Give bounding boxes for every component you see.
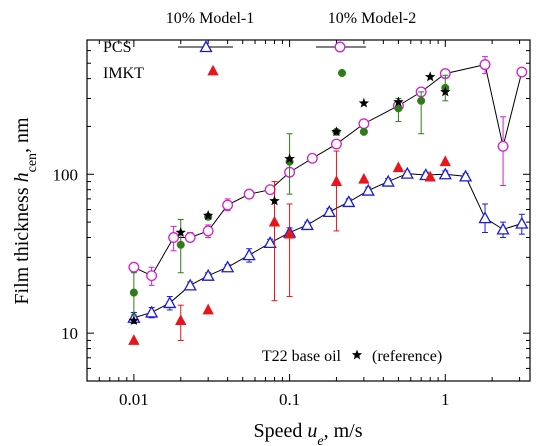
- reference-note-label: (reference): [372, 348, 442, 365]
- data-point: [202, 210, 214, 220]
- series-line: [133, 173, 522, 319]
- legend-marker-model1-imkt: [207, 64, 219, 76]
- data-point: [183, 278, 197, 291]
- legend-column-model1: 10% Model-1: [166, 10, 254, 27]
- data-point: [424, 71, 436, 82]
- data-point: [496, 222, 510, 235]
- axis-tick-labels: 0.01 0.1 1 10 100: [53, 165, 450, 409]
- data-point: [222, 199, 234, 211]
- data-point: [300, 218, 314, 231]
- data-point: [129, 288, 138, 297]
- data-point: [202, 225, 214, 237]
- data-point: [330, 175, 343, 186]
- series-line: [133, 64, 523, 277]
- data-point: [145, 305, 159, 318]
- data-point: [221, 260, 235, 273]
- legend-marker-model1-pcs: [199, 40, 213, 53]
- data-point: [263, 236, 277, 249]
- data-point: [242, 248, 256, 261]
- legend-column-model2: 10% Model-2: [328, 10, 416, 27]
- data-point: [358, 118, 370, 130]
- data-point: [439, 155, 451, 167]
- data-point: [478, 211, 492, 224]
- legend-row-pcs: PCS: [103, 39, 131, 56]
- data-point: [392, 161, 405, 173]
- data-point: [331, 138, 342, 150]
- data-point: [516, 66, 528, 78]
- data-point: [201, 268, 215, 281]
- data-point: [306, 152, 318, 164]
- data-point: [440, 86, 451, 97]
- series-10-model-1-imkt: [128, 150, 451, 345]
- data-point: [176, 240, 185, 249]
- data-point: [243, 188, 255, 200]
- data-point: [438, 167, 452, 180]
- x-tick-label: 0.1: [279, 390, 300, 409]
- reference-star-icon: [351, 349, 363, 360]
- data-point: [361, 183, 375, 196]
- data-point: [358, 172, 370, 184]
- series-t22-base-oil: [128, 71, 451, 326]
- legend-row-imkt: IMKT: [103, 65, 144, 82]
- plot-frame: [86, 39, 531, 382]
- legend-marker-model2-pcs: [334, 41, 346, 53]
- data-point: [175, 227, 186, 237]
- data-point: [284, 153, 295, 164]
- data-point: [479, 59, 491, 71]
- data-point: [264, 184, 276, 196]
- legend: 10% Model-1 10% Model-2 PCS IMKT: [103, 10, 416, 82]
- data-point: [424, 170, 436, 182]
- data-point: [269, 195, 280, 206]
- legend-marker-model2-imkt: [337, 68, 347, 78]
- x-axis-title: Speed ue, m/s: [253, 420, 362, 446]
- y-tick-label: 100: [53, 165, 79, 184]
- y-tick-label: 10: [61, 324, 78, 343]
- data-point: [163, 296, 177, 309]
- y-axis-title: Film thickness hcen, nm: [11, 117, 40, 305]
- data-point: [128, 261, 140, 273]
- axis-ticks: [86, 39, 530, 382]
- data-point: [359, 127, 368, 136]
- data-point: [458, 169, 473, 182]
- data-point: [268, 215, 281, 227]
- data-point: [381, 174, 395, 187]
- x-tick-label: 1: [441, 390, 450, 409]
- series-10-model-2-pcs: [128, 56, 528, 286]
- reference-annotation: T22 base oil (reference): [262, 348, 442, 365]
- data-point: [146, 270, 158, 282]
- data-point: [497, 140, 509, 152]
- x-tick-label: 0.01: [119, 390, 149, 409]
- data-point: [394, 104, 403, 113]
- data-point: [168, 232, 180, 243]
- data-point: [128, 315, 140, 326]
- data-point: [175, 314, 187, 325]
- data-point: [128, 334, 140, 345]
- reference-oil-label: T22 base oil: [262, 348, 342, 365]
- data-point: [202, 303, 214, 315]
- data-point: [184, 232, 196, 243]
- data-point: [393, 96, 404, 107]
- data-point: [331, 126, 342, 137]
- data-point: [342, 195, 356, 208]
- legend-samples: [178, 40, 366, 78]
- plot-area: 0.01 0.1 1 10 100: [53, 39, 531, 409]
- series-10-model-1-pcs: [127, 166, 529, 325]
- data-point: [400, 166, 414, 179]
- reference-star-marker: [351, 349, 363, 360]
- data-point: [283, 227, 296, 239]
- series-layer: [127, 56, 529, 345]
- data-point: [322, 205, 336, 218]
- data-point: [358, 97, 370, 108]
- data-point: [417, 96, 426, 105]
- data-point: [515, 216, 529, 229]
